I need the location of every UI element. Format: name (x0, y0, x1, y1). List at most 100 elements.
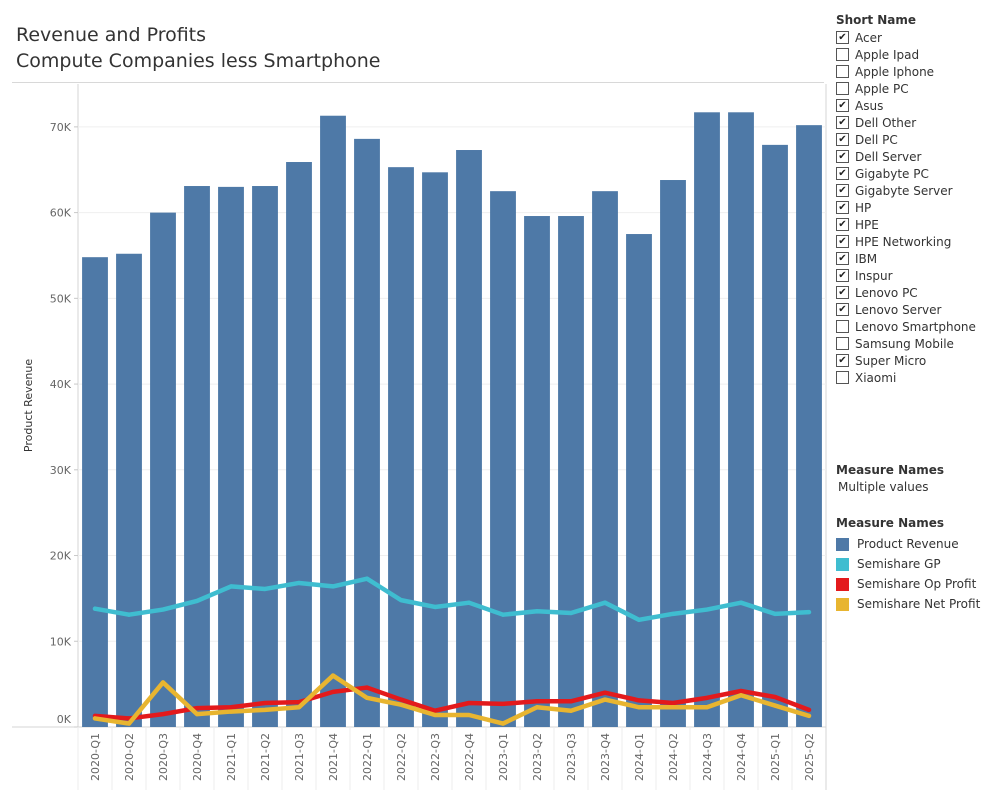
filter-item-label: HPE (855, 217, 879, 232)
y-axis-title: Product Revenue (22, 359, 35, 452)
line-point-2020-Q3 (161, 607, 165, 612)
checkbox-checked-icon[interactable]: ✔ (836, 99, 849, 112)
line-point-2023-Q3 (569, 699, 573, 704)
bar-2024-Q1 (626, 234, 652, 728)
filter-item-super-micro[interactable]: ✔ Super Micro (836, 352, 996, 369)
filter-item-gigabyte-pc[interactable]: ✔ Gigabyte PC (836, 165, 996, 182)
series-product-revenue (82, 112, 822, 728)
filter-item-dell-pc[interactable]: ✔ Dell PC (836, 131, 996, 148)
x-tick-label: 2025-Q2 (803, 733, 816, 781)
filter-item-apple-ipad[interactable]: Apple Ipad (836, 46, 996, 63)
y-tick-label: 10K (50, 635, 72, 648)
filter-item-label: Super Micro (855, 353, 927, 368)
line-point-2024-Q1 (637, 617, 641, 622)
x-tick-label: 2020-Q1 (89, 733, 102, 781)
checkbox-checked-icon[interactable]: ✔ (836, 167, 849, 180)
revenue-profit-chart: 0K 10K 20K 30K 40K 50K 60K 70K Product Revenue 20… (12, 84, 827, 790)
bar-2020-Q3 (150, 212, 176, 728)
filter-item-ibm[interactable]: ✔ IBM (836, 250, 996, 267)
legend-item-semishare-net-profit[interactable]: Semishare Net Profit (836, 594, 998, 614)
measure-names-filter-value[interactable]: Multiple values (838, 480, 929, 494)
checkbox-checked-icon[interactable]: ✔ (836, 252, 849, 265)
filter-item-asus[interactable]: ✔ Asus (836, 97, 996, 114)
checkbox-checked-icon[interactable]: ✔ (836, 269, 849, 282)
filter-item-apple-pc[interactable]: Apple PC (836, 80, 996, 97)
line-point-2025-Q1 (773, 703, 777, 708)
line-point-2023-Q1 (501, 721, 505, 726)
line-point-2024-Q3 (705, 705, 709, 710)
line-point-2022-Q3 (433, 712, 437, 717)
line-point-2021-Q1 (229, 705, 233, 710)
series-semishare-net-profit (92, 673, 812, 726)
y-tick-label: 0K (57, 713, 72, 726)
filter-item-lenovo-server[interactable]: ✔ Lenovo Server (836, 301, 996, 318)
line-path (92, 673, 812, 726)
checkbox-checked-icon[interactable]: ✔ (836, 184, 849, 197)
filter-item-samsung-mobile[interactable]: Samsung Mobile (836, 335, 996, 352)
line-point-2024-Q3 (705, 607, 709, 612)
checkbox-checked-icon[interactable]: ✔ (836, 201, 849, 214)
line-point-2024-Q3 (705, 695, 709, 700)
legend-list: Product Revenue Semishare GP Semishare Op … (836, 534, 998, 614)
checkbox-unchecked-icon[interactable] (836, 65, 849, 78)
checkbox-checked-icon[interactable]: ✔ (836, 303, 849, 316)
checkbox-checked-icon[interactable]: ✔ (836, 116, 849, 129)
checkbox-checked-icon[interactable]: ✔ (836, 286, 849, 299)
measure-names-filter[interactable]: Measure Names Multiple values (836, 463, 996, 494)
line-point-2023-Q3 (569, 610, 573, 615)
line-point-2022-Q3 (433, 708, 437, 713)
line-point-2021-Q3 (297, 700, 301, 705)
checkbox-unchecked-icon[interactable] (836, 320, 849, 333)
filter-item-inspur[interactable]: ✔ Inspur (836, 267, 996, 284)
filter-item-apple-iphone[interactable]: Apple Iphone (836, 63, 996, 80)
measure-names-filter-header: Measure Names (836, 463, 945, 477)
filter-item-dell-server[interactable]: ✔ Dell Server (836, 148, 996, 165)
line-point-2023-Q3 (569, 708, 573, 713)
filter-item-label: Gigabyte PC (855, 166, 929, 181)
checkbox-checked-icon[interactable]: ✔ (836, 218, 849, 231)
bar-2025-Q1 (762, 144, 788, 727)
filter-item-hpe[interactable]: ✔ HPE (836, 216, 996, 233)
x-tick-label: 2022-Q4 (463, 733, 476, 781)
filter-item-xiaomi[interactable]: Xiaomi (836, 369, 996, 386)
legend-item-product-revenue[interactable]: Product Revenue (836, 534, 998, 554)
checkbox-unchecked-icon[interactable] (836, 371, 849, 384)
checkbox-unchecked-icon[interactable] (836, 48, 849, 61)
line-point-2021-Q4 (331, 689, 335, 694)
legend-header: Measure Names (836, 516, 945, 530)
filter-item-lenovo-pc[interactable]: ✔ Lenovo PC (836, 284, 996, 301)
filter-item-hpe-networking[interactable]: ✔ HPE Networking (836, 233, 996, 250)
checkbox-checked-icon[interactable]: ✔ (836, 354, 849, 367)
line-point-2021-Q2 (263, 700, 267, 705)
filter-item-hp[interactable]: ✔ HP (836, 199, 996, 216)
line-point-2023-Q2 (535, 699, 539, 704)
filter-item-acer[interactable]: ✔ Acer (836, 29, 996, 46)
chart-title: Revenue and Profits (16, 24, 207, 46)
line-point-2023-Q4 (603, 690, 607, 695)
line-point-2023-Q1 (501, 612, 505, 617)
series-semishare-op-profit (92, 685, 812, 721)
line-point-2025-Q2 (807, 707, 811, 712)
bar-2023-Q4 (592, 191, 618, 727)
checkbox-checked-icon[interactable]: ✔ (836, 150, 849, 163)
filter-item-lenovo-smartphone[interactable]: Lenovo Smartphone (836, 318, 996, 335)
checkbox-checked-icon[interactable]: ✔ (836, 235, 849, 248)
x-tick-label: 2023-Q3 (565, 733, 578, 781)
filter-item-label: Apple Ipad (855, 47, 920, 62)
filter-item-dell-other[interactable]: ✔ Dell Other (836, 114, 996, 131)
checkbox-checked-icon[interactable]: ✔ (836, 31, 849, 44)
line-point-2025-Q1 (773, 694, 777, 699)
legend-item-semishare-op-profit[interactable]: Semishare Op Profit (836, 574, 998, 594)
bar-2022-Q2 (388, 167, 414, 728)
checkbox-unchecked-icon[interactable] (836, 82, 849, 95)
line-point-2020-Q2 (127, 612, 131, 617)
checkbox-checked-icon[interactable]: ✔ (836, 133, 849, 146)
checkbox-unchecked-icon[interactable] (836, 337, 849, 350)
line-point-2020-Q3 (161, 712, 165, 717)
legend-item-semishare-gp[interactable]: Semishare GP (836, 554, 998, 574)
line-point-2022-Q2 (399, 702, 403, 707)
filter-item-label: Acer (855, 30, 882, 45)
line-point-2020-Q3 (161, 680, 165, 685)
bar-2023-Q3 (558, 216, 584, 727)
filter-item-gigabyte-server[interactable]: ✔ Gigabyte Server (836, 182, 996, 199)
